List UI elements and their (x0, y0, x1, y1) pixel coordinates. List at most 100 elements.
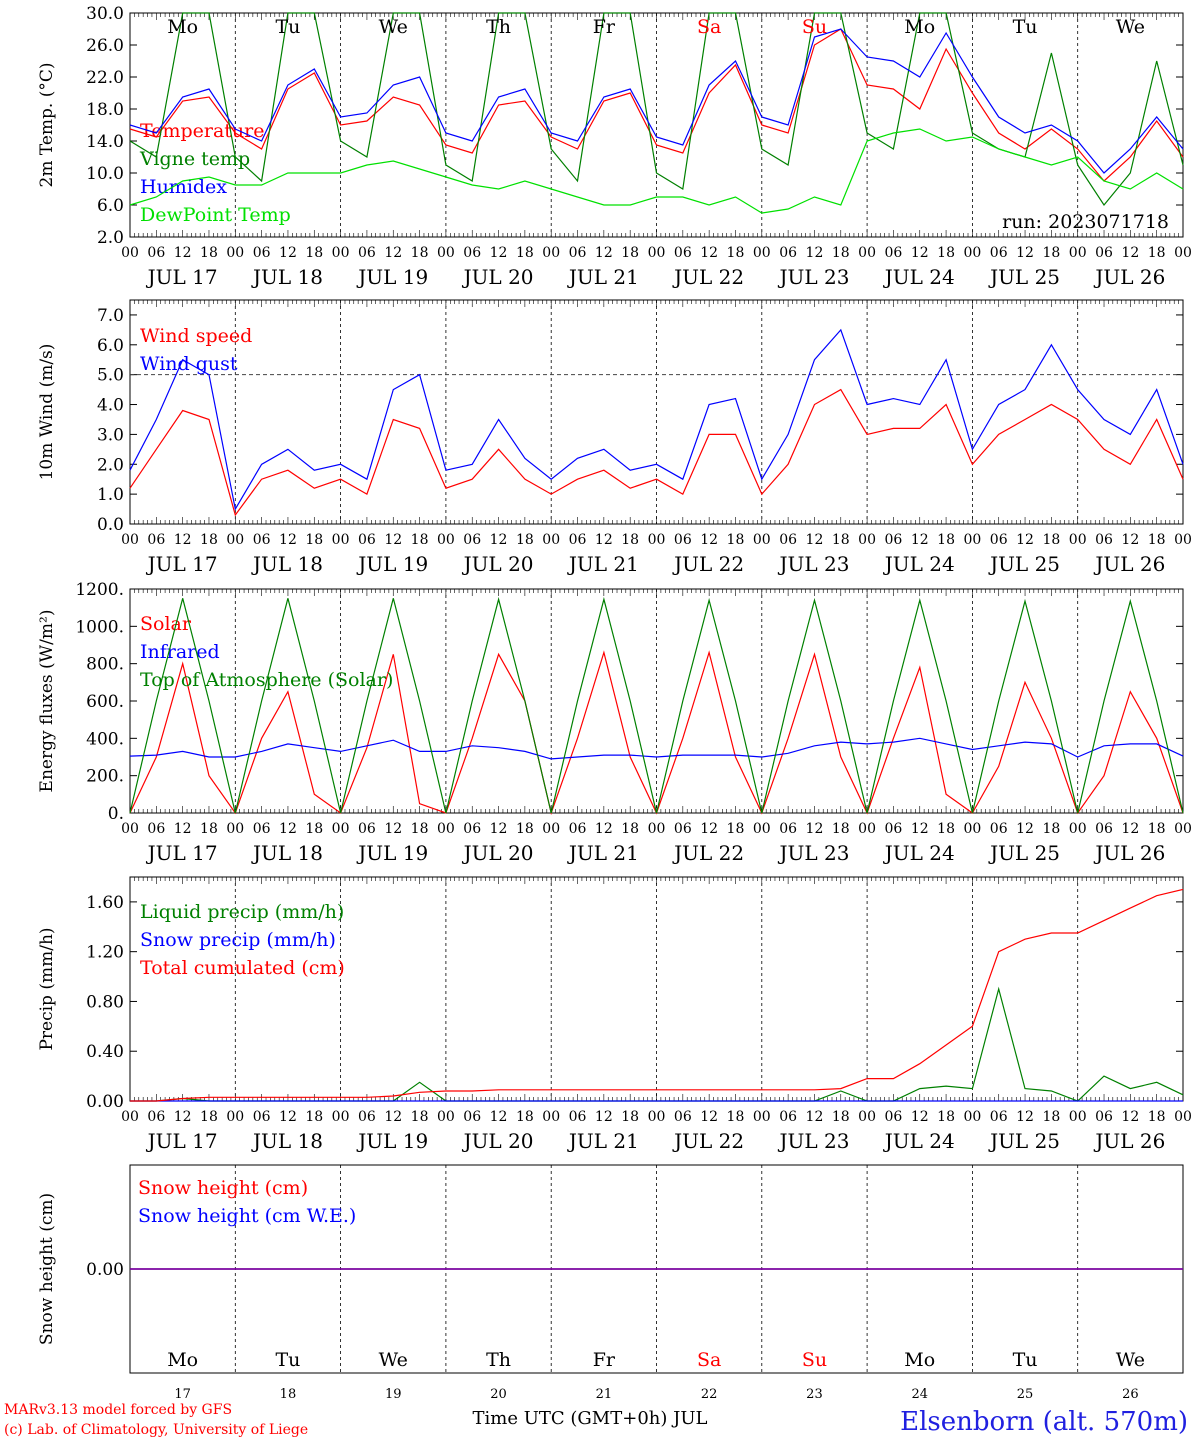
panel-5: 0.00 Snow height (cm) Snow height (cm) Snow… (37, 1164, 1184, 1402)
x-date-label: JUL 19 (356, 552, 428, 576)
x-hour-label: 00 (858, 532, 876, 548)
x-hour-label: 06 (990, 1109, 1008, 1125)
x-hour-label: 12 (490, 821, 508, 837)
y-tick-label: 1000. (75, 617, 124, 637)
y-tick-label: 0.40 (86, 1042, 124, 1062)
x-hour-label: 00 (858, 1109, 876, 1125)
x-hour-label: 12 (490, 532, 508, 548)
x-hour-label: 12 (1121, 245, 1139, 261)
day-number-label: 19 (385, 1387, 402, 1402)
x-hour-label: 06 (569, 245, 587, 261)
x-date-label: JUL 26 (1093, 265, 1165, 289)
x-hour-label: 12 (490, 1109, 508, 1125)
x-hour-label: 12 (174, 245, 192, 261)
x-hour-label: 18 (516, 245, 534, 261)
x-hour-label: 00 (121, 532, 139, 548)
x-hour-label: 00 (437, 1109, 455, 1125)
x-date-label: JUL 20 (462, 1129, 534, 1153)
x-hour-label: 00 (1174, 532, 1192, 548)
y-tick-label: 600. (86, 692, 124, 712)
y-tick-label: 1.0 (97, 485, 124, 505)
x-hour-label: 00 (753, 1109, 771, 1125)
day-number-label: 23 (806, 1387, 823, 1402)
x-hour-label: 06 (569, 1109, 587, 1125)
y-tick-label: 2.0 (97, 455, 124, 475)
y-tick-label: 7.0 (97, 306, 124, 326)
x-hour-label: 12 (490, 245, 508, 261)
y-tick-label: 5.0 (97, 366, 124, 386)
day-label: Mo (167, 1349, 198, 1371)
panel-3: 0. 200. 400. 600. 800. 1000. 1200. Energy fluxe… (37, 580, 1192, 865)
x-hour-label: 06 (990, 245, 1008, 261)
series-line-1-1 (129, 28, 1184, 182)
x-hour-label: 18 (516, 821, 534, 837)
x-date-label: JUL 21 (567, 265, 639, 289)
chart-panels: 2.0 6.0 10.0 14.0 18.0 22.0 26.0 30.0 2m Temp. (… (37, 4, 1192, 1402)
x-hour-label: 12 (700, 821, 718, 837)
legend-entry: Infrared (140, 641, 220, 663)
day-number-label: 21 (596, 1387, 613, 1402)
x-hour-label: 12 (384, 821, 402, 837)
x-hour-label: 06 (674, 245, 692, 261)
x-hour-label: 18 (1042, 1109, 1060, 1125)
x-date-label: JUL 22 (672, 552, 744, 576)
x-hour-label: 06 (1095, 532, 1113, 548)
day-label: Tu (1013, 1349, 1038, 1371)
x-date-label: JUL 20 (462, 841, 534, 865)
y-tick-label: 4.0 (97, 396, 124, 416)
x-hour-label: 06 (358, 532, 376, 548)
x-hour-label: 12 (595, 532, 613, 548)
x-hour-label: 00 (332, 532, 350, 548)
y-axis-label: Snow height (cm) (37, 1193, 57, 1345)
day-label: We (379, 1349, 408, 1371)
x-hour-label: 12 (595, 821, 613, 837)
x-hour-label: 00 (437, 245, 455, 261)
x-hour-label: 18 (305, 532, 323, 548)
y-axis-label: Energy fluxes (W/m²) (37, 610, 57, 793)
x-hour-label: 18 (200, 1109, 218, 1125)
x-hour-label: 18 (200, 821, 218, 837)
x-hour-label: 18 (1148, 245, 1166, 261)
x-date-label: JUL 21 (567, 841, 639, 865)
x-hour-label: 06 (253, 1109, 271, 1125)
x-date-label: JUL 17 (146, 552, 218, 576)
x-date-label: JUL 22 (672, 265, 744, 289)
x-hour-label: 06 (1095, 821, 1113, 837)
panel-frame (129, 588, 1184, 814)
day-number-label: 17 (174, 1387, 191, 1402)
x-hour-label: 18 (411, 821, 429, 837)
x-hour-label: 00 (226, 245, 244, 261)
x-date-label: JUL 23 (777, 841, 849, 865)
x-hour-label: 18 (832, 1109, 850, 1125)
x-date-label: JUL 18 (251, 552, 323, 576)
y-tick-label: 0.00 (86, 1260, 124, 1280)
x-hour-label: 18 (200, 532, 218, 548)
x-date-label: JUL 18 (251, 1129, 323, 1153)
x-hour-label: 18 (516, 1109, 534, 1125)
x-hour-label: 00 (963, 532, 981, 548)
x-date-label: JUL 25 (988, 841, 1060, 865)
y-tick-label: 0.80 (86, 992, 124, 1012)
series-line-3-2 (129, 737, 1184, 760)
x-date-label: JUL 23 (777, 265, 849, 289)
y-tick-label: 6.0 (97, 196, 124, 216)
y-tick-label: 800. (86, 655, 124, 675)
legend-entry: Vigne temp (139, 148, 250, 170)
day-label: Sa (697, 16, 721, 38)
x-hour-label: 06 (147, 821, 165, 837)
x-hour-label: 00 (1174, 1109, 1192, 1125)
x-hour-label: 00 (1069, 1109, 1087, 1125)
day-label: We (1116, 1349, 1145, 1371)
x-hour-label: 06 (779, 1109, 797, 1125)
x-hour-label: 12 (700, 1109, 718, 1125)
x-hour-label: 18 (937, 245, 955, 261)
x-hour-label: 18 (727, 1109, 745, 1125)
x-hour-label: 06 (779, 245, 797, 261)
x-hour-label: 00 (226, 532, 244, 548)
x-date-label: JUL 17 (146, 1129, 218, 1153)
x-hour-label: 06 (253, 532, 271, 548)
day-number-label: 25 (1017, 1387, 1034, 1402)
legend-entry: Liquid precip (mm/h) (140, 901, 344, 923)
x-hour-label: 06 (463, 532, 481, 548)
